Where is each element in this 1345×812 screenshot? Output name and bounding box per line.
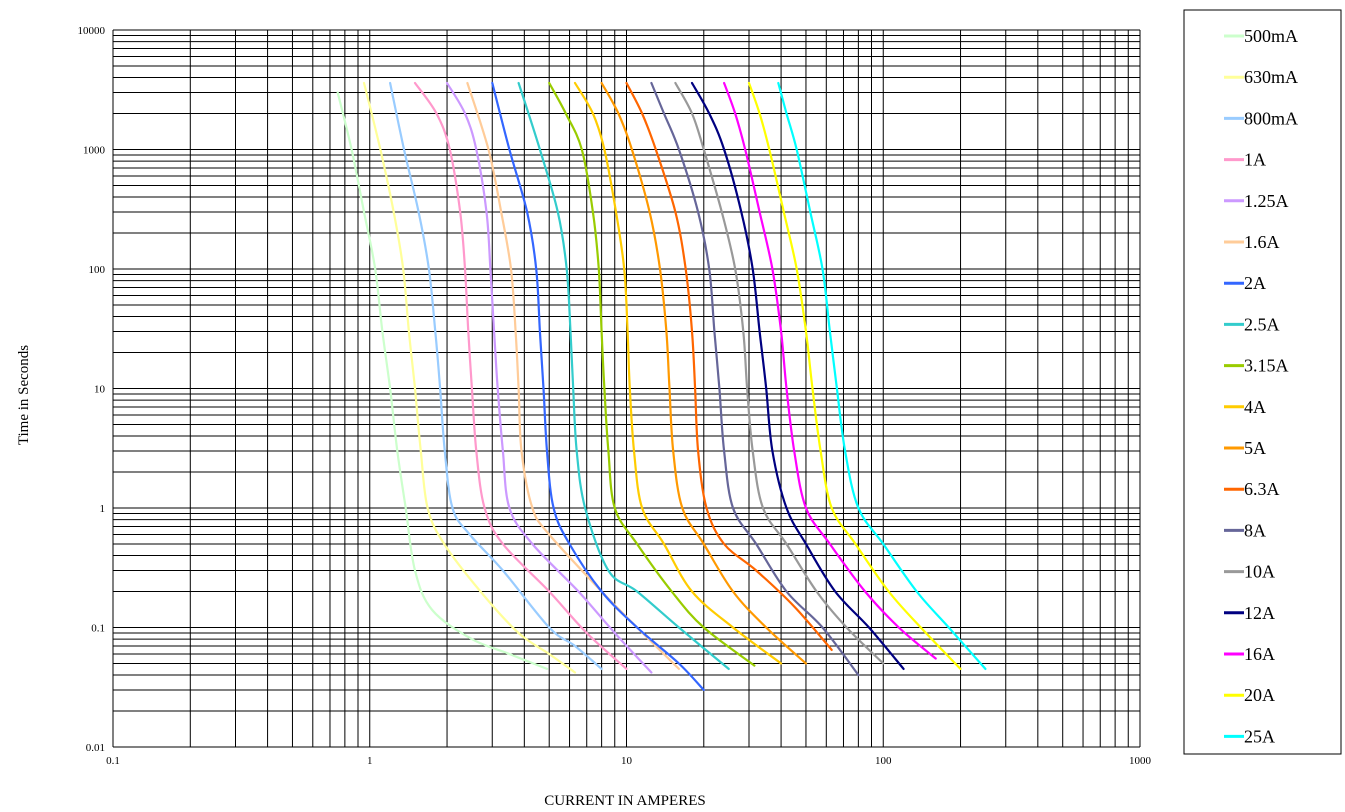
legend-label: 12A (1244, 603, 1275, 623)
legend-item: 20A (1224, 685, 1275, 705)
legend-item: 25A (1224, 726, 1275, 746)
legend-label: 4A (1244, 397, 1266, 417)
x-axis-title: CURRENT IN AMPERES (544, 793, 705, 809)
series-line-630mA (362, 81, 577, 674)
legend-item: 8A (1224, 520, 1266, 540)
x-tick-label: 1000 (1129, 755, 1152, 767)
legend-label: 16A (1244, 644, 1275, 664)
legend-item: 12A (1224, 603, 1275, 623)
legend-label: 500mA (1244, 26, 1298, 46)
legend-box (1183, 9, 1342, 755)
legend-item: 2.5A (1224, 314, 1280, 334)
y-tick-label: 0.1 (91, 623, 105, 635)
x-tick-label: 0.1 (106, 755, 120, 767)
legend-label: 2.5A (1244, 314, 1280, 334)
y-tick-label: 0.01 (86, 742, 105, 754)
series-line-8A (650, 81, 860, 677)
y-tick-label: 10 (94, 384, 106, 396)
legend-label: 25A (1244, 726, 1275, 746)
legend-item: 6.3A (1224, 479, 1280, 499)
legend-item: 4A (1224, 397, 1266, 417)
legend-item: 630mA (1224, 67, 1298, 87)
series-line-4A (573, 81, 783, 665)
series-line-500mA (336, 91, 549, 670)
series-lines (336, 81, 987, 692)
legend-item: 5A (1224, 438, 1266, 458)
series-line-6.3A (625, 81, 833, 651)
legend-label: 5A (1244, 438, 1266, 458)
series-line-1A (413, 81, 628, 670)
series-line-800mA (389, 81, 603, 670)
series-line-25A (777, 81, 987, 670)
legend-item: 500mA (1224, 26, 1298, 46)
legend-label: 3.15A (1244, 356, 1289, 376)
y-tick-label: 1 (100, 503, 106, 515)
legend-item: 3.15A (1224, 356, 1289, 376)
legend: 500mA 630mA 800mA 1A 1.25A 1.6A 2A 2.5A 3.15A 4A 5… (1183, 9, 1342, 755)
y-tick-label: 1000 (83, 145, 106, 157)
legend-item: 1.25A (1224, 191, 1289, 211)
series-line-2.5A (517, 81, 730, 670)
legend-label: 10A (1244, 562, 1275, 582)
y-tick-label: 10000 (78, 25, 106, 37)
grid (112, 29, 1141, 748)
series-line-5A (600, 81, 808, 665)
legend-label: 1.6A (1244, 232, 1280, 252)
series-line-1.25A (445, 81, 653, 674)
y-tick-label: 100 (89, 264, 106, 276)
series-line-3.15A (548, 81, 756, 667)
legend-entries: 500mA 630mA 800mA 1A 1.25A 1.6A 2A 2.5A 3.15A 4A 5… (1224, 26, 1298, 746)
legend-item: 2A (1224, 273, 1266, 293)
x-tick-label: 100 (875, 755, 892, 767)
legend-item: 1.6A (1224, 232, 1280, 252)
legend-item: 800mA (1224, 108, 1298, 128)
legend-item: 16A (1224, 644, 1275, 664)
series-line-12A (690, 81, 905, 670)
legend-label: 1A (1244, 150, 1266, 170)
series-line-20A (747, 81, 962, 670)
x-tick-label: 10 (621, 755, 633, 767)
legend-item: 10A (1224, 562, 1275, 582)
x-tick-label: 1 (367, 755, 373, 767)
legend-label: 800mA (1244, 108, 1298, 128)
legend-label: 20A (1244, 685, 1275, 705)
legend-label: 630mA (1244, 67, 1298, 87)
legend-label: 1.25A (1244, 191, 1289, 211)
series-line-2A (491, 81, 705, 692)
legend-label: 2A (1244, 273, 1266, 293)
legend-label: 8A (1244, 520, 1266, 540)
legend-item: 1A (1224, 150, 1266, 170)
legend-label: 6.3A (1244, 479, 1280, 499)
y-axis-title: Time in Seconds (16, 345, 32, 445)
series-line-10A (674, 81, 885, 665)
series-line-16A (723, 81, 937, 660)
